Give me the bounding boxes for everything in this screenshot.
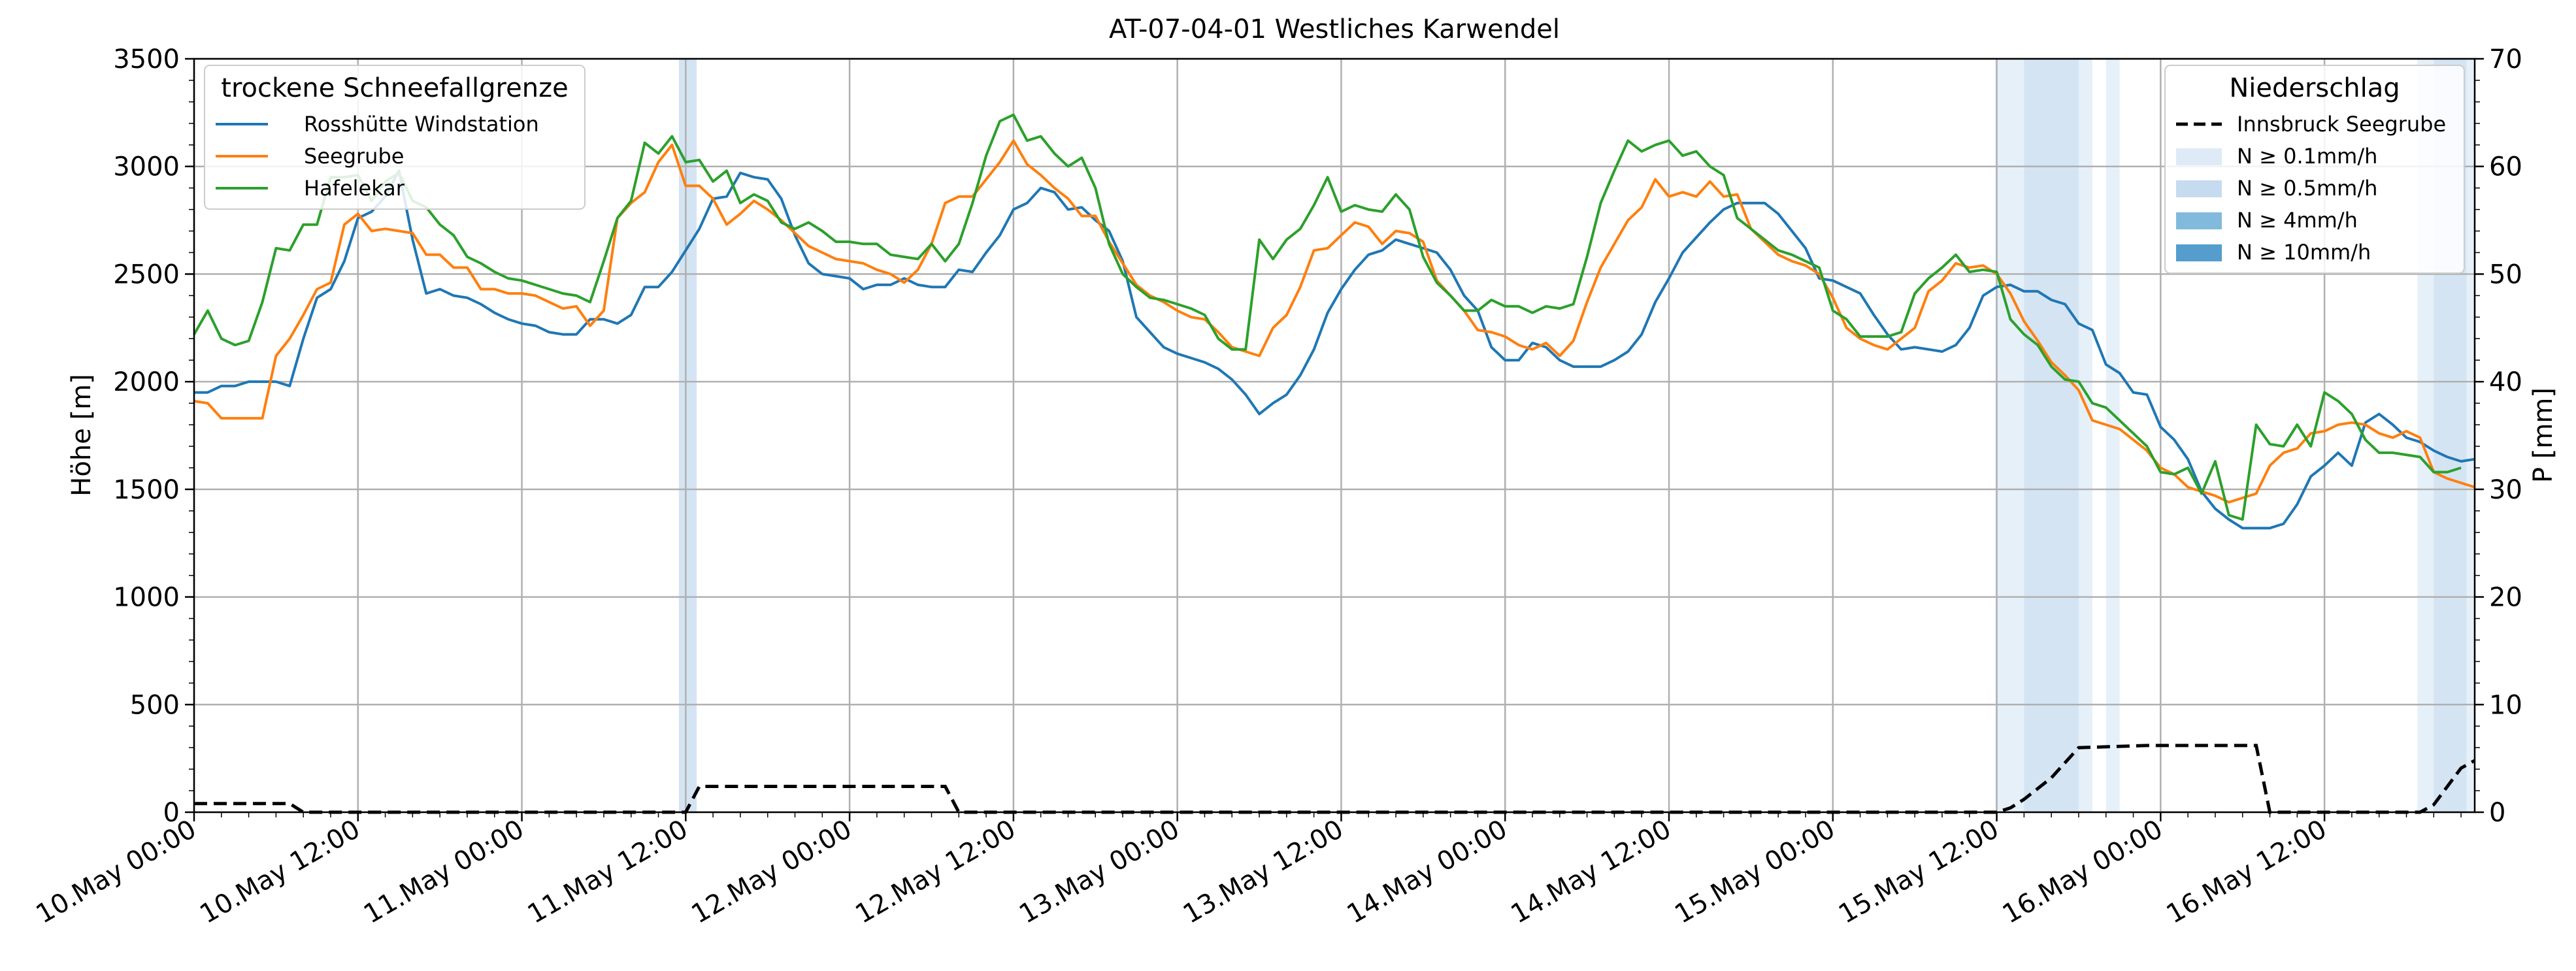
- y-tick-label-0: 0: [163, 798, 180, 828]
- y-right-tick-label-2: 20: [2489, 583, 2522, 613]
- y-axis-right-label: P [mm]: [2528, 387, 2558, 483]
- legend-left-box: [204, 65, 586, 210]
- y-tick-label-1: 500: [130, 690, 180, 720]
- y-right-tick-label-3: 30: [2489, 475, 2522, 505]
- y-right-tick-label-6: 60: [2489, 152, 2522, 182]
- y-tick-label-7: 3500: [113, 44, 180, 74]
- legend-label-seegrube: Seegrube: [304, 144, 404, 169]
- precip-band-1: [1995, 59, 2024, 812]
- series-line-rossh-tte-windstation: [194, 169, 2475, 530]
- y-axis-label: Höhe [m]: [67, 374, 97, 496]
- legend-label-n10: N ≥ 10mm/h: [2237, 240, 2371, 265]
- legend-label-n05: N ≥ 0.5mm/h: [2237, 176, 2377, 201]
- series-line-hafelekar: [193, 113, 2462, 521]
- y-tick-label-3: 1500: [113, 475, 180, 505]
- series-line-seegrube: [193, 139, 2475, 504]
- legend-label-hafelekar: Hafelekar: [304, 176, 405, 201]
- y-right-tick-label-0: 0: [2489, 798, 2505, 828]
- legend-label-n01: N ≥ 0.1mm/h: [2237, 144, 2377, 169]
- chart-title: AT-07-04-01 Westliches Karwendel: [1109, 14, 1560, 44]
- precip-band-3: [2078, 59, 2092, 812]
- legend-swatch-n05: [2176, 180, 2222, 197]
- precip-band-7: [2466, 59, 2475, 812]
- y-tick-label-6: 3000: [113, 152, 180, 182]
- legend-left-title: trockene Schneefallgrenze: [221, 73, 568, 103]
- legend-label-rosshuette: Rosshütte Windstation: [304, 112, 539, 137]
- legend-left: trockene Schneefallgrenze Rosshütte Wind…: [204, 65, 586, 210]
- series-lines: [193, 113, 2476, 814]
- y-right-tick-label-5: 50: [2489, 259, 2522, 289]
- y-tick-label-4: 2000: [113, 367, 180, 397]
- precip-band-0: [678, 59, 697, 812]
- plot-frame: [193, 58, 2476, 814]
- legend-swatch-n4: [2176, 212, 2222, 229]
- series-line-innsbruck-seegrube: [194, 744, 2476, 814]
- legend-label-innsbruck-seegrube: Innsbruck Seegrube: [2237, 112, 2446, 137]
- y-tick-label-5: 2500: [113, 259, 180, 289]
- y-right-tick-label-4: 40: [2489, 367, 2522, 397]
- legend-swatch-n01: [2176, 148, 2222, 165]
- y-right-tick-label-1: 10: [2489, 690, 2522, 720]
- legend-right: Niederschlag Innsbruck Seegrube N ≥ 0.1m…: [2164, 65, 2465, 274]
- legend-right-box: [2164, 65, 2465, 274]
- precip-band-4: [2105, 59, 2120, 812]
- y-right-tick-label-7: 70: [2489, 44, 2522, 74]
- legend-right-title: Niederschlag: [2229, 73, 2400, 103]
- y-tick-label-2: 1000: [113, 583, 180, 613]
- legend-label-n4: N ≥ 4mm/h: [2237, 208, 2358, 233]
- legend-swatch-n10: [2176, 244, 2222, 261]
- precip-band-2: [2024, 59, 2079, 812]
